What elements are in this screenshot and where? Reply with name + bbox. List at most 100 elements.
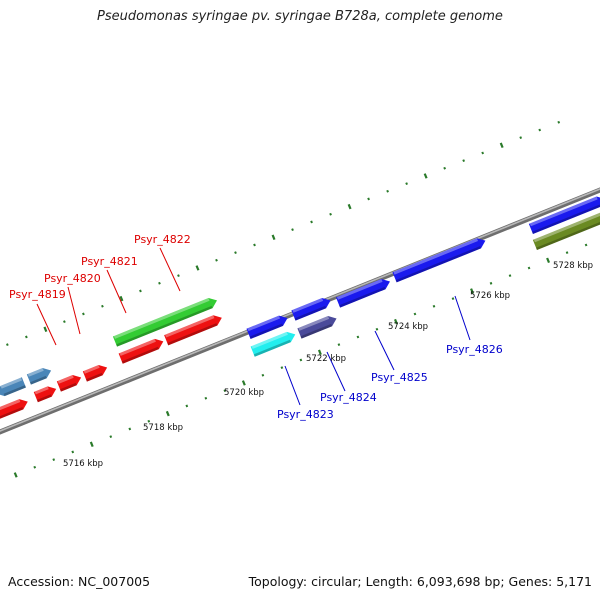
gene-red-f[interactable] [164,313,224,346]
outer-tick-mark [253,243,256,247]
gene-steel-a[interactable] [0,377,26,398]
outer-tick-mark [43,326,48,333]
inner-tick-mark [33,465,37,469]
inner-tick-mark [565,251,569,255]
accession-text: Accession: NC_007005 [8,574,151,589]
gene-red-a-shadow [0,407,24,420]
gene-steel-a-body [0,377,26,397]
gene-red-c[interactable] [56,372,83,392]
outer-tick-mark [158,281,161,285]
outer-tick-row [6,120,561,347]
gene-red-e[interactable] [118,336,166,364]
inner-tick-mark [165,410,170,417]
gene-blue-psyr-4825-body [335,279,390,308]
inner-tick-mark [470,288,474,294]
inner-tick-mark [52,458,56,462]
inner-tick-mark [508,274,512,278]
outer-tick-mark [481,151,485,155]
outer-tick-mark [195,265,200,271]
red-label-pointers [36,247,181,346]
inner-tick-mark [451,297,455,301]
inner-tick-mark [147,419,151,423]
outer-tick-mark [405,182,408,186]
scale-labels: 5716 kbp 5718 kbp 5720 kbp 5722 kbp 5724… [63,261,593,469]
gene-red-b[interactable] [33,384,59,403]
outer-tick-mark [347,203,352,210]
gene-label-psyr-4822[interactable]: Psyr_4822 [134,233,191,246]
gene-blue-b-highlight [292,298,324,313]
gene-label-psyr-4823[interactable]: Psyr_4823 [277,408,334,421]
outer-tick-mark [519,136,523,140]
gene-cyan-psyr-4823-shadow [253,339,291,357]
genome-summary-text: Topology: circular; Length: 6,093,698 bp… [248,574,592,589]
gene-slate-psyr-4824-body [297,316,337,339]
gene-blue-psyr-4825-highlight [336,279,383,300]
gene-cyan-psyr-4823[interactable] [250,329,298,357]
inner-tick-mark [204,396,208,400]
gene-blue-psyr-4825[interactable] [335,276,392,308]
gene-olive-a[interactable] [532,210,600,251]
gene-blue-c-body [528,196,600,235]
gene-blue-c-shadow [532,204,600,235]
gene-olive-a-shadow [536,220,600,251]
gene-blue-c[interactable] [528,194,600,235]
blue-gene-labels: Psyr_4823 Psyr_4824 Psyr_4825 Psyr_4826 [277,343,503,421]
outer-tick-mark [329,212,332,216]
pointer-psyr-4821 [106,269,127,314]
inner-tick-mark [71,450,75,454]
scale-label-5718: 5718 kbp [143,423,183,433]
outer-tick-mark [499,142,504,149]
gene-red-b-body [33,386,57,403]
inner-tick-mark [109,435,113,439]
pointer-psyr-4823 [284,365,301,406]
gene-label-psyr-4826[interactable]: Psyr_4826 [446,343,503,356]
gene-blue-psyr-4826[interactable] [392,236,487,283]
gene-red-a-highlight [0,399,21,412]
inner-tick-mark [337,343,341,347]
gene-slate-psyr-4824[interactable] [297,313,338,339]
outer-tick-mark [234,251,237,255]
gene-label-psyr-4824[interactable]: Psyr_4824 [320,391,377,404]
inner-tick-mark [356,335,360,339]
gene-red-a[interactable] [0,397,30,420]
gene-label-psyr-4820[interactable]: Psyr_4820 [44,272,101,285]
gene-red-d[interactable] [82,362,109,382]
pointer-psyr-4824 [326,351,346,392]
gene-green-psyr-4822[interactable] [112,295,219,347]
pointer-psyr-4825 [374,330,395,371]
inner-tick-mark [394,318,398,325]
inner-tick-mark [432,304,436,308]
gene-label-psyr-4821[interactable]: Psyr_4821 [81,255,138,268]
outer-tick-mark [215,258,218,262]
outer-tick-mark [367,197,370,201]
outer-tick-mark [271,234,276,241]
gene-label-psyr-4819[interactable]: Psyr_4819 [9,288,66,301]
scale-label-5722: 5722 kbp [306,354,346,364]
gene-cyan-psyr-4823-highlight [251,331,288,349]
gene-slate-psyr-4824-shadow [300,323,333,339]
gene-red-d-highlight [83,365,100,374]
outer-tick-mark [63,320,66,324]
outer-tick-mark [443,166,446,170]
outer-tick-mark [119,295,124,302]
inner-tick-mark [280,366,284,370]
inner-tick-mark [299,358,303,362]
gene-red-c-shadow [59,382,77,392]
outer-tick-mark [82,312,85,316]
gene-blue-c-highlight [529,196,598,227]
inner-tick-mark [317,349,322,356]
outer-tick-mark [462,159,465,163]
inner-tick-mark [185,404,189,408]
gene-steel-b[interactable] [26,365,53,385]
gene-steel-b-highlight [27,368,44,377]
outer-tick-mark [177,274,180,278]
gene-blue-b[interactable] [291,295,332,321]
gene-blue-b-shadow [294,305,327,321]
inner-tick-mark [527,266,531,270]
gene-label-psyr-4825[interactable]: Psyr_4825 [371,371,428,384]
gene-blue-a[interactable] [246,313,289,339]
gene-blue-psyr-4825-shadow [339,286,386,308]
inner-tick-mark [241,380,246,386]
gene-red-f-body [164,315,222,346]
